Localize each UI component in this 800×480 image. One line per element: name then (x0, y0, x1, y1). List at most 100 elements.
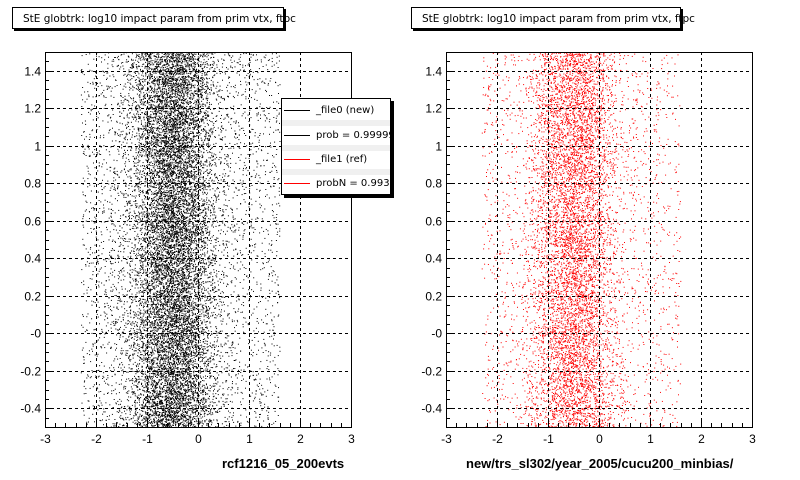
scatter-point (206, 414, 208, 416)
scatter-point (249, 61, 251, 63)
scatter-point (172, 179, 174, 181)
scatter-point (174, 378, 176, 380)
scatter-point (201, 119, 203, 121)
scatter-point (195, 63, 196, 65)
scatter-point (166, 345, 168, 347)
scatter-point (176, 418, 178, 420)
scatter-point (203, 304, 205, 306)
scatter-point (187, 310, 189, 312)
scatter-point (128, 330, 130, 332)
scatter-point (183, 415, 185, 417)
scatter-point (151, 206, 153, 208)
scatter-point (155, 374, 157, 376)
scatter-point (81, 114, 83, 115)
scatter-point (149, 152, 151, 154)
scatter-point (166, 389, 168, 391)
scatter-point (183, 337, 185, 339)
scatter-point (191, 240, 193, 241)
scatter-point (101, 282, 103, 284)
scatter-point (159, 292, 161, 294)
scatter-point (200, 414, 202, 415)
scatter-point (180, 211, 182, 213)
scatter-point (236, 239, 238, 241)
scatter-point (188, 209, 190, 211)
scatter-point (167, 268, 169, 270)
scatter-point (204, 311, 206, 313)
scatter-point (243, 162, 245, 164)
scatter-point (89, 377, 91, 379)
scatter-point (179, 229, 181, 231)
scatter-point (158, 275, 160, 277)
scatter-point (142, 148, 143, 150)
scatter-point (183, 330, 185, 332)
scatter-point (217, 422, 218, 424)
scatter-point (181, 151, 183, 153)
scatter-point (188, 66, 190, 68)
scatter-point (112, 407, 114, 409)
scatter-point (153, 396, 155, 398)
scatter-point (223, 59, 224, 61)
scatter-point (150, 373, 152, 374)
scatter-point (137, 332, 139, 333)
scatter-point (201, 244, 203, 246)
scatter-point (136, 253, 137, 255)
scatter-point (165, 173, 167, 175)
scatter-point (135, 373, 137, 375)
scatter-point (201, 425, 203, 427)
scatter-point (157, 138, 159, 140)
scatter-point (196, 423, 198, 425)
scatter-point (147, 354, 149, 356)
scatter-point (168, 344, 170, 346)
scatter-point (94, 167, 96, 169)
scatter-point (142, 165, 144, 167)
scatter-point (223, 301, 224, 303)
scatter-point (245, 81, 247, 83)
scatter-point (197, 234, 199, 236)
scatter-point (164, 335, 166, 337)
scatter-point (176, 271, 178, 273)
scatter-point (196, 244, 198, 246)
scatter-point (154, 314, 156, 316)
scatter-point (163, 121, 165, 123)
scatter-point (206, 410, 208, 412)
scatter-point (194, 62, 195, 64)
scatter-point (172, 100, 174, 102)
scatter-point (130, 346, 132, 348)
scatter-point (147, 118, 149, 120)
scatter-point (259, 414, 260, 415)
scatter-point (142, 55, 144, 57)
scatter-point (196, 325, 198, 326)
scatter-point (139, 357, 141, 359)
scatter-point (146, 213, 148, 215)
scatter-point (153, 160, 155, 162)
scatter-point (157, 191, 159, 193)
scatter-point (200, 78, 202, 79)
scatter-point (137, 138, 139, 140)
scatter-point (174, 117, 176, 119)
scatter-point (189, 53, 190, 55)
scatter-point (132, 76, 134, 77)
scatter-point (255, 59, 257, 61)
scatter-point (174, 92, 176, 94)
scatter-point (166, 57, 168, 59)
scatter-point (159, 290, 161, 292)
scatter-point (219, 73, 221, 75)
scatter-point (172, 124, 174, 126)
scatter-point (182, 239, 184, 241)
scatter-point (167, 215, 169, 217)
scatter-point (125, 86, 127, 88)
scatter-point (128, 238, 130, 240)
scatter-point (129, 129, 131, 131)
scatter-point (176, 139, 178, 141)
scatter-point (137, 127, 139, 129)
scatter-point (184, 207, 186, 209)
scatter-point (249, 403, 250, 405)
scatter-point (130, 274, 131, 276)
scatter-point (167, 228, 169, 230)
scatter-point (213, 61, 215, 63)
scatter-point (167, 55, 169, 57)
left-plot-title: StE globtrk: log10 impact param from pri… (12, 7, 296, 29)
scatter-point (128, 419, 130, 421)
scatter-point (149, 89, 151, 91)
scatter-point (169, 85, 171, 86)
